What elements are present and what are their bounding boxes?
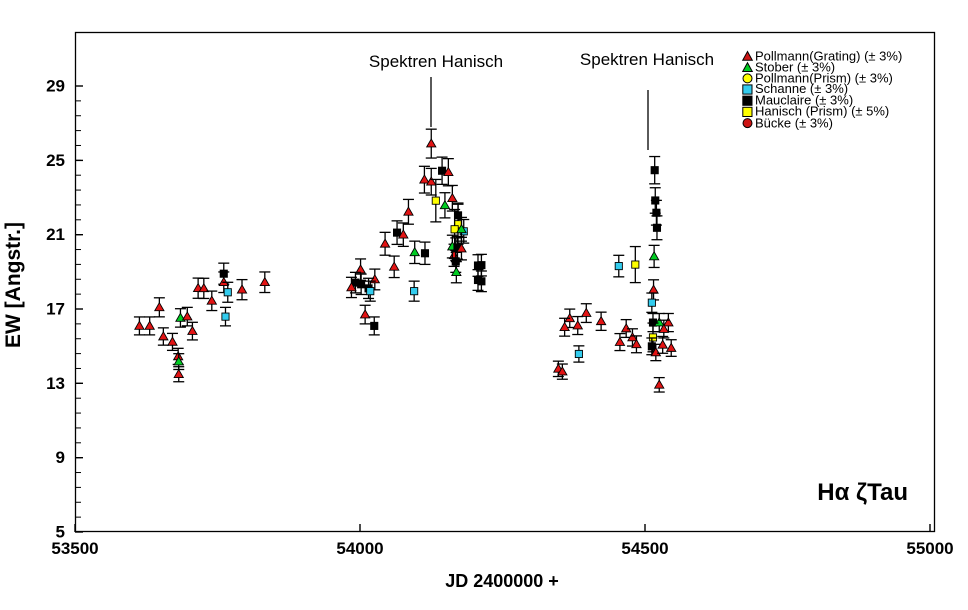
svg-text:13: 13 [46,374,65,393]
svg-text:9: 9 [56,448,65,467]
svg-text:17: 17 [46,300,65,319]
svg-text:21: 21 [46,225,65,244]
svg-text:Spektren Hanisch: Spektren Hanisch [369,52,503,71]
svg-text:5: 5 [56,523,65,542]
svg-text:29: 29 [46,77,65,96]
svg-text:55000: 55000 [906,539,953,558]
svg-text:54000: 54000 [336,539,383,558]
svg-text:Hα ζTau: Hα ζTau [817,479,908,506]
svg-text:EW [Angstr.]: EW [Angstr.] [2,222,25,348]
svg-text:25: 25 [46,151,65,170]
svg-text:Spektren Hanisch: Spektren Hanisch [580,50,714,69]
svg-text:Bücke (± 3%): Bücke (± 3%) [755,115,833,130]
svg-text:53500: 53500 [51,539,98,558]
svg-text:54500: 54500 [621,539,668,558]
svg-text:JD 2400000 +: JD 2400000 + [445,571,559,591]
